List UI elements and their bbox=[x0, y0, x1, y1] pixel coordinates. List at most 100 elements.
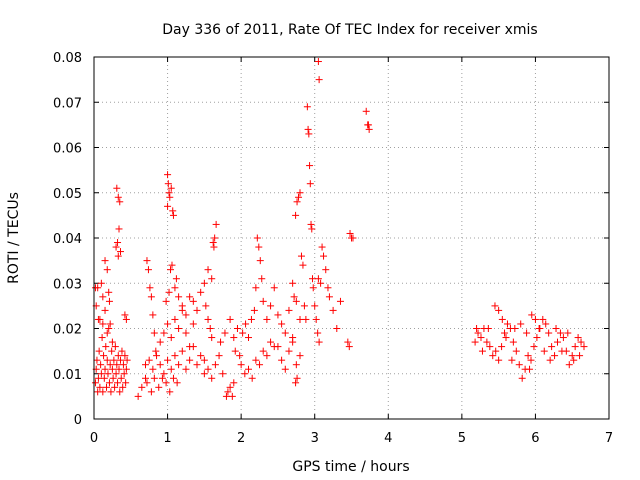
data-point bbox=[178, 347, 186, 355]
data-point bbox=[364, 121, 372, 129]
grid-lines bbox=[94, 57, 609, 419]
data-point bbox=[160, 370, 168, 378]
data-point bbox=[171, 315, 179, 323]
data-point bbox=[551, 352, 559, 360]
data-point bbox=[186, 293, 194, 301]
data-point bbox=[274, 343, 282, 351]
data-point bbox=[105, 288, 113, 296]
data-point bbox=[336, 297, 344, 305]
data-point bbox=[252, 284, 260, 292]
data-point bbox=[208, 275, 216, 283]
data-point bbox=[105, 297, 113, 305]
data-point bbox=[253, 234, 261, 242]
data-point bbox=[231, 347, 239, 355]
data-point bbox=[165, 288, 173, 296]
data-point bbox=[149, 365, 157, 373]
data-point bbox=[281, 329, 289, 337]
data-point bbox=[144, 266, 152, 274]
x-tick-label: 1 bbox=[163, 431, 171, 446]
data-point bbox=[102, 343, 110, 351]
data-point bbox=[526, 365, 534, 373]
data-point bbox=[97, 279, 105, 287]
data-point bbox=[206, 325, 214, 332]
data-point bbox=[147, 293, 155, 301]
data-point bbox=[186, 356, 194, 364]
data-point bbox=[162, 379, 170, 387]
data-point bbox=[143, 379, 151, 387]
data-point bbox=[123, 356, 131, 364]
data-point bbox=[503, 320, 511, 328]
data-point bbox=[226, 315, 234, 323]
data-point bbox=[237, 361, 245, 369]
data-point bbox=[528, 311, 536, 319]
data-point bbox=[248, 374, 256, 382]
data-point bbox=[164, 180, 172, 188]
data-point bbox=[315, 76, 323, 84]
data-point bbox=[160, 329, 168, 337]
data-point bbox=[517, 320, 525, 328]
data-point bbox=[158, 374, 166, 382]
data-point bbox=[150, 374, 158, 382]
data-point bbox=[245, 365, 252, 373]
data-point bbox=[362, 107, 370, 115]
data-point bbox=[296, 352, 304, 360]
data-point bbox=[186, 343, 194, 351]
data-point bbox=[145, 356, 153, 364]
data-point bbox=[156, 338, 164, 346]
data-point bbox=[142, 374, 149, 382]
data-point bbox=[114, 252, 122, 260]
data-point bbox=[153, 352, 161, 360]
data-point bbox=[147, 388, 155, 396]
data-point bbox=[222, 392, 230, 400]
data-point bbox=[498, 315, 506, 323]
data-point bbox=[167, 266, 175, 274]
data-point bbox=[97, 370, 105, 378]
data-point bbox=[106, 361, 114, 369]
data-point bbox=[247, 315, 255, 323]
data-point bbox=[97, 361, 105, 369]
data-point bbox=[200, 370, 208, 378]
data-point bbox=[530, 343, 538, 351]
data-point bbox=[219, 370, 227, 378]
data-point bbox=[527, 356, 535, 364]
data-point bbox=[477, 334, 485, 342]
data-point bbox=[116, 388, 124, 396]
data-point bbox=[306, 180, 314, 188]
data-point bbox=[542, 320, 550, 328]
data-point bbox=[189, 320, 197, 328]
x-tick-label: 3 bbox=[311, 431, 319, 446]
data-point bbox=[101, 306, 109, 314]
data-point bbox=[492, 347, 500, 355]
data-point bbox=[164, 202, 172, 210]
data-point bbox=[193, 361, 201, 369]
data-point bbox=[498, 343, 506, 351]
data-point bbox=[100, 374, 108, 382]
data-point bbox=[478, 347, 486, 355]
y-tick-label: 0.01 bbox=[53, 368, 82, 383]
data-point bbox=[100, 352, 108, 360]
data-point bbox=[109, 374, 117, 382]
data-points bbox=[91, 58, 588, 400]
data-point bbox=[155, 383, 163, 391]
data-point bbox=[104, 370, 112, 378]
data-point bbox=[150, 329, 158, 337]
data-point bbox=[556, 329, 564, 337]
data-point bbox=[545, 329, 553, 337]
data-point bbox=[473, 325, 481, 332]
data-point bbox=[171, 284, 179, 292]
data-point bbox=[99, 293, 107, 301]
data-point bbox=[182, 329, 190, 337]
x-tick-label: 6 bbox=[531, 431, 539, 446]
data-point bbox=[94, 284, 102, 292]
data-point bbox=[115, 365, 123, 373]
data-point bbox=[278, 320, 286, 328]
data-point bbox=[576, 352, 584, 360]
data-point bbox=[315, 338, 323, 346]
data-point bbox=[166, 193, 174, 201]
x-axis-label: GPS time / hours bbox=[292, 459, 409, 475]
data-point bbox=[112, 370, 120, 378]
data-point bbox=[178, 306, 186, 314]
data-point bbox=[312, 315, 320, 323]
data-point bbox=[200, 279, 208, 287]
data-point bbox=[309, 275, 317, 283]
